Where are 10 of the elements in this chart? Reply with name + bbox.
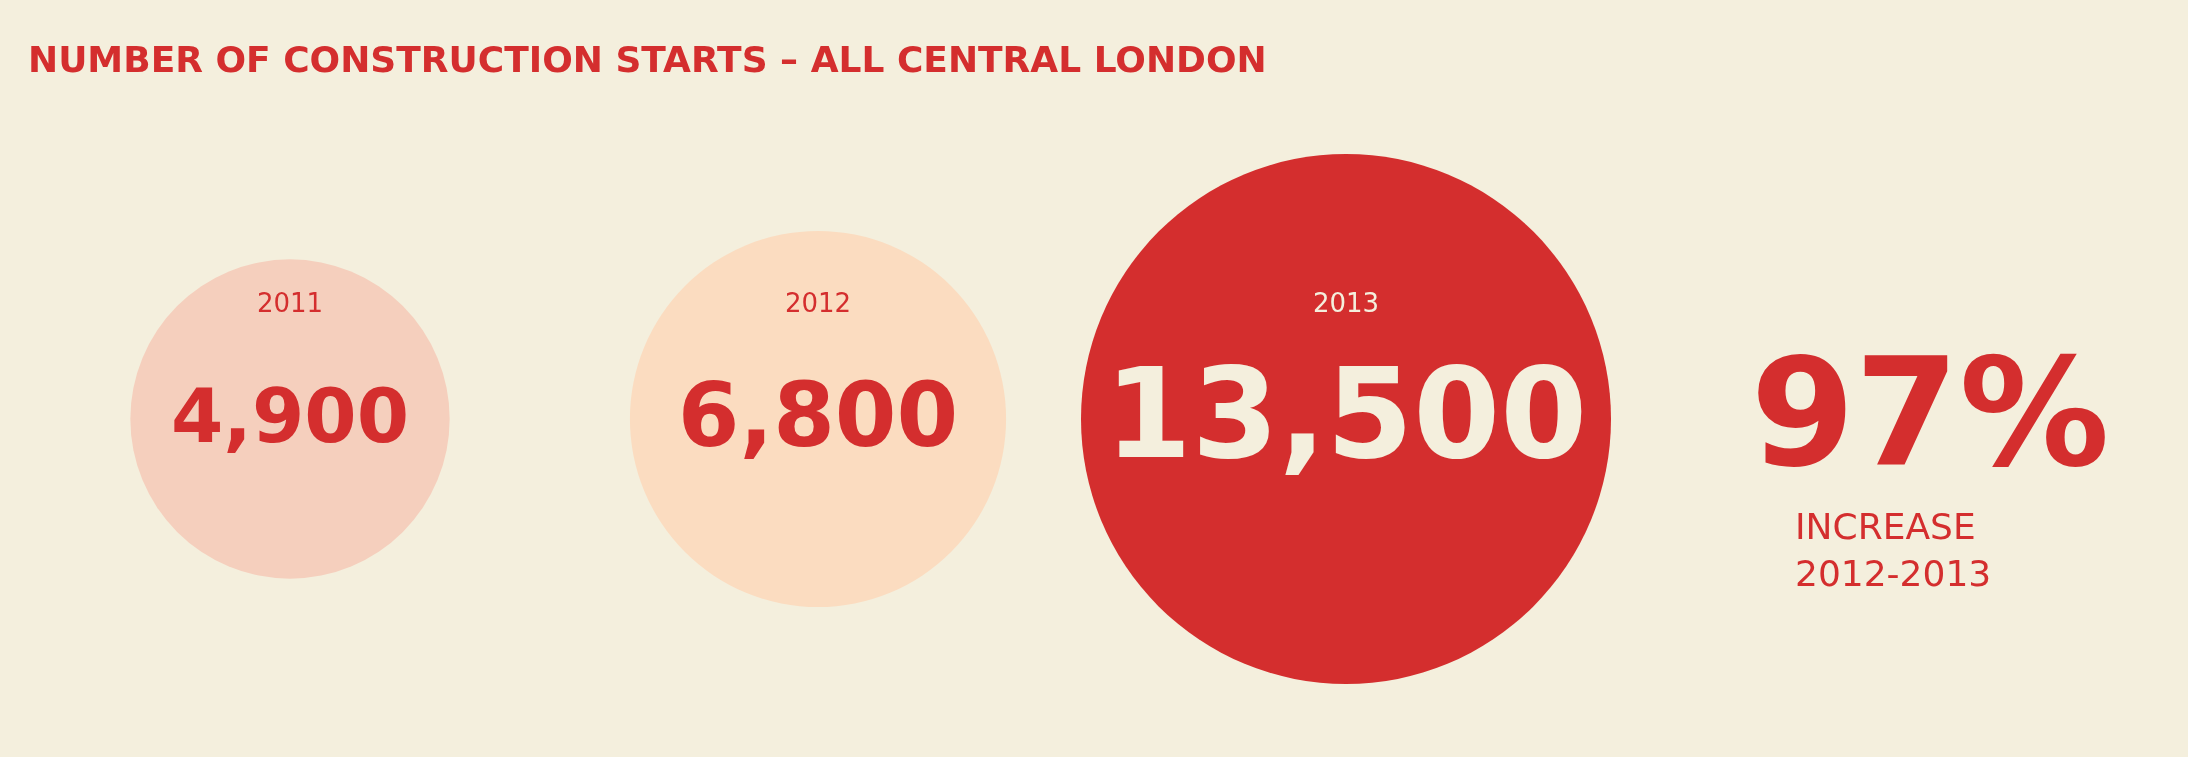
text: INCREASE: [1795, 506, 1976, 547]
category-label: 2011: [256, 288, 324, 319]
data-label: 4,900: [170, 372, 410, 460]
text: 97%: [1750, 326, 2110, 500]
data-label: 13,500: [1104, 341, 1588, 486]
text: 2012-2013: [1795, 553, 1992, 594]
data-label: 6,800: [677, 364, 959, 467]
text: NUMBER OF CONSTRUCTION STARTS – ALL CENTRAL LONDON: [28, 39, 1267, 80]
category-label: 2013: [1312, 288, 1380, 319]
category-label: 2012: [784, 288, 852, 319]
